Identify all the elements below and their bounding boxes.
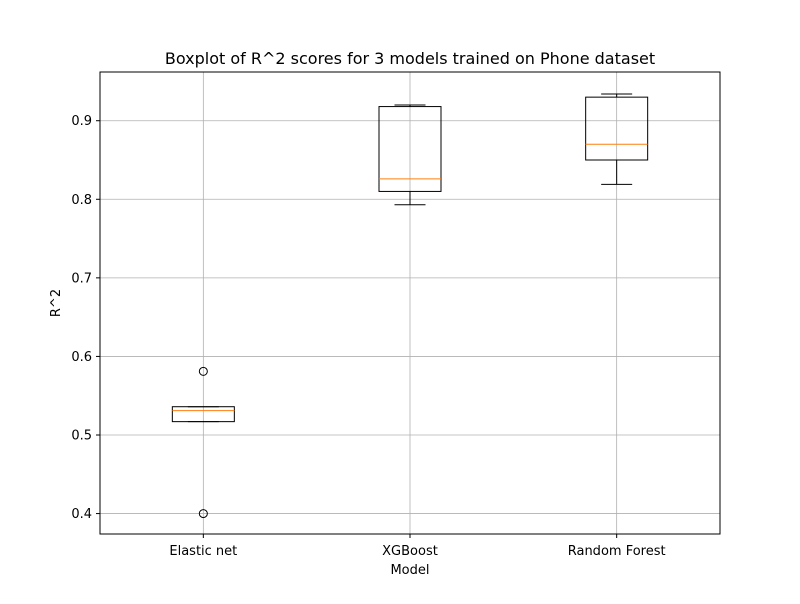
outlier-point <box>198 366 208 376</box>
grid-layer <box>100 72 720 534</box>
y-tick-label: 0.4 <box>71 507 92 522</box>
box-group <box>378 104 442 206</box>
chart-title: Boxplot of R^2 scores for 3 models train… <box>165 49 655 68</box>
box-group <box>585 93 649 185</box>
y-tick-label: 0.9 <box>71 114 92 129</box>
x-tick-label: Elastic net <box>169 544 237 559</box>
y-tick-label: 0.5 <box>71 429 92 444</box>
y-tick-label: 0.7 <box>71 271 92 286</box>
box-group <box>171 366 235 519</box>
axes-layer: 0.4 0.5 0.6 0.7 0.8 0.9 Elastic net XGBoost Rand… <box>71 114 665 559</box>
x-axis-label: Model <box>390 563 429 578</box>
outlier-point <box>198 509 208 519</box>
y-axis-label: R^2 <box>49 289 64 317</box>
boxes-layer <box>171 93 649 519</box>
y-tick-label: 0.6 <box>71 350 92 365</box>
box-body <box>378 106 442 192</box>
x-tick-label: XGBoost <box>382 544 438 559</box>
box-body <box>585 96 649 161</box>
y-tick-label: 0.8 <box>71 193 92 208</box>
x-tick-label: Random Forest <box>568 544 666 559</box>
box-body <box>171 406 235 423</box>
